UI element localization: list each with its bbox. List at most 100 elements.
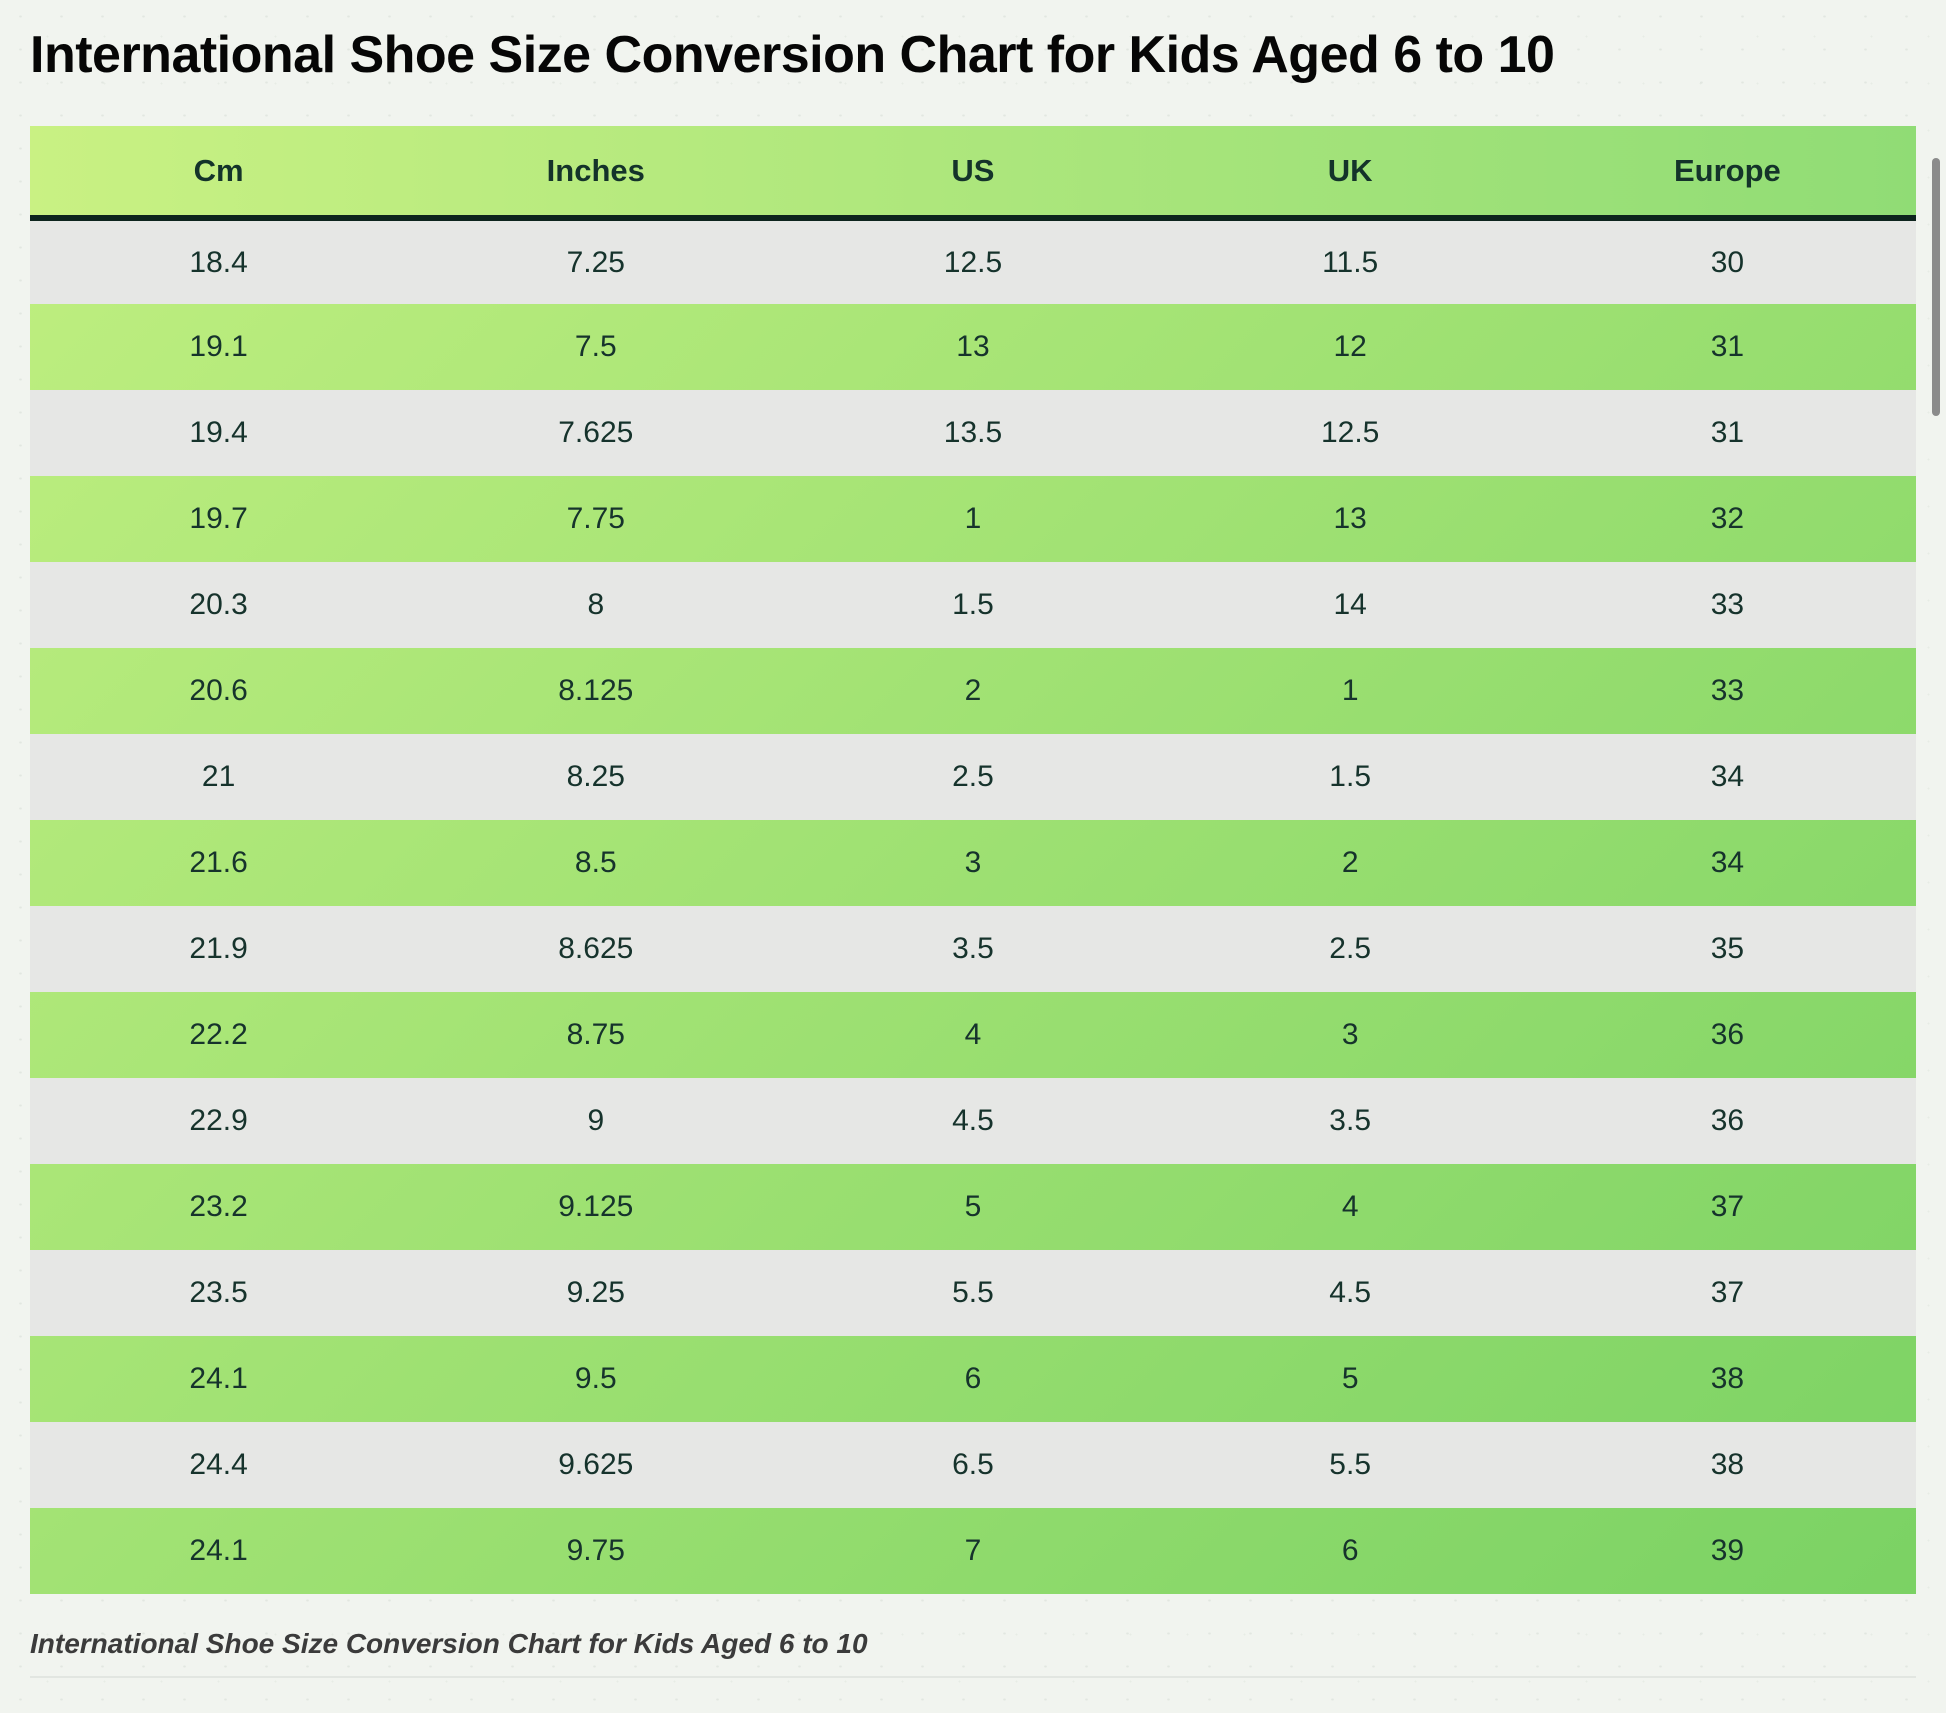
table-row: 24.1 9.5 6 5 38 <box>30 1336 1916 1422</box>
table-cell-us: 6.5 <box>952 1448 994 1482</box>
table-cell-uk: 1.5 <box>1329 760 1372 794</box>
conversion-table-container: Cm Inches US UK Europe 18.4 7.25 12.5 11.5 30 19.… <box>30 126 1916 1595</box>
table-cell-us: 2 <box>964 674 982 708</box>
table-cell-us: 3 <box>964 846 982 880</box>
table-cell-us: 3.5 <box>952 932 994 966</box>
table-row: 20.6 8.125 2 1 33 <box>30 648 1916 734</box>
table-row: 21.6 8.5 3 2 34 <box>30 820 1916 906</box>
table-cell-uk: 5 <box>1341 1362 1359 1396</box>
table-cell-uk: 2 <box>1341 846 1359 880</box>
table-cell-cm: 24.1 <box>189 1534 248 1568</box>
column-header-cm: Cm <box>193 152 244 188</box>
table-row: 19.7 7.75 1 13 32 <box>30 476 1916 562</box>
table-cell-us: 2.5 <box>952 760 994 794</box>
table-row: 24.4 9.625 6.5 5.5 38 <box>30 1422 1916 1509</box>
table-header: Cm Inches US UK Europe <box>30 126 1916 219</box>
table-cell-europe: 33 <box>1710 588 1745 622</box>
table-cell-uk: 13 <box>1333 502 1367 536</box>
column-header-inches: Inches <box>546 152 645 188</box>
table-caption: International Shoe Size Conversion Chart… <box>30 1628 868 1660</box>
divider <box>30 1676 1916 1679</box>
table-cell-us: 4 <box>964 1018 982 1052</box>
table-cell-cm: 23.2 <box>189 1190 248 1224</box>
table-cell-cm: 24.1 <box>189 1362 248 1396</box>
table-cell-us: 5 <box>964 1190 982 1224</box>
conversion-table: Cm Inches US UK Europe 18.4 7.25 12.5 11.5 30 19.… <box>30 126 1916 1595</box>
table-cell-uk: 1 <box>1341 674 1359 708</box>
table-cell-inches: 9.25 <box>566 1276 625 1310</box>
table-cell-uk: 6 <box>1341 1534 1359 1568</box>
table-row: 19.4 7.625 13.5 12.5 31 <box>30 390 1916 477</box>
table-cell-uk: 4.5 <box>1329 1276 1372 1310</box>
table-cell-europe: 37 <box>1710 1190 1745 1224</box>
page: International Shoe Size Conversion Chart… <box>30 26 1940 1679</box>
table-row: 20.3 8 1.5 14 33 <box>30 562 1916 649</box>
table-cell-cm: 22.2 <box>189 1018 248 1052</box>
table-cell-europe: 32 <box>1710 502 1745 536</box>
table-cell-inches: 9.625 <box>558 1448 634 1482</box>
column-header-uk: UK <box>1327 152 1373 188</box>
table-cell-cm: 23.5 <box>189 1276 248 1310</box>
table-cell-uk: 12 <box>1333 330 1367 364</box>
table-cell-uk: 3.5 <box>1329 1104 1372 1138</box>
table-cell-us: 13 <box>956 330 990 364</box>
table-cell-uk: 4 <box>1341 1190 1359 1224</box>
table-cell-inches: 8 <box>587 588 605 622</box>
column-header-us: US <box>951 152 995 188</box>
table-cell-us: 1.5 <box>952 588 994 622</box>
table-cell-europe: 30 <box>1710 245 1745 279</box>
table-header-row: Cm Inches US UK Europe <box>30 126 1916 219</box>
table-row: 22.2 8.75 4 3 36 <box>30 992 1916 1078</box>
table-cell-europe: 35 <box>1710 932 1745 966</box>
table-cell-inches: 9 <box>587 1104 605 1138</box>
table-cell-cm: 20.3 <box>189 588 248 622</box>
table-cell-inches: 8.75 <box>566 1018 625 1052</box>
table-cell-uk: 14 <box>1333 588 1367 622</box>
table-cell-inches: 8.25 <box>566 760 625 794</box>
table-cell-inches: 8.125 <box>558 674 634 708</box>
table-cell-cm: 18.4 <box>189 245 248 279</box>
table-cell-inches: 7.5 <box>574 330 617 364</box>
table-cell-europe: 34 <box>1710 846 1745 880</box>
table-cell-uk: 3 <box>1341 1018 1359 1052</box>
column-header-europe: Europe <box>1673 152 1781 188</box>
table-cell-cm: 21 <box>201 760 236 794</box>
table-row: 23.2 9.125 5 4 37 <box>30 1164 1916 1250</box>
table-row: 18.4 7.25 12.5 11.5 30 <box>30 218 1916 305</box>
table-cell-europe: 36 <box>1710 1018 1745 1052</box>
table-cell-inches: 9.5 <box>574 1362 617 1396</box>
table-cell-europe: 38 <box>1710 1448 1745 1482</box>
table-cell-cm: 20.6 <box>189 674 248 708</box>
table-cell-uk: 5.5 <box>1329 1448 1372 1482</box>
table-body: 18.4 7.25 12.5 11.5 30 19.1 7.5 13 12 31 19.4 7.625… <box>30 218 1916 1594</box>
table-cell-inches: 7.625 <box>558 416 634 450</box>
table-cell-us: 1 <box>964 502 982 536</box>
table-cell-uk: 11.5 <box>1322 245 1379 279</box>
table-cell-inches: 7.75 <box>566 502 625 536</box>
table-row: 23.5 9.25 5.5 4.5 37 <box>30 1250 1916 1337</box>
table-cell-inches: 9.125 <box>558 1190 634 1224</box>
table-cell-europe: 38 <box>1710 1362 1745 1396</box>
scrollbar-thumb[interactable] <box>1932 158 1940 416</box>
table-cell-cm: 21.9 <box>189 932 248 966</box>
page-title: International Shoe Size Conversion Chart… <box>30 26 1555 84</box>
table-cell-us: 5.5 <box>952 1276 994 1310</box>
table-cell-us: 13.5 <box>943 416 1003 450</box>
table-row: 22.9 9 4.5 3.5 36 <box>30 1078 1916 1165</box>
table-cell-us: 4.5 <box>952 1104 994 1138</box>
table-cell-cm: 22.9 <box>189 1104 248 1138</box>
table-cell-europe: 34 <box>1710 760 1745 794</box>
table-cell-cm: 21.6 <box>189 846 248 880</box>
table-row: 21.9 8.625 3.5 2.5 35 <box>30 906 1916 993</box>
table-cell-europe: 31 <box>1710 416 1745 450</box>
table-cell-us: 7 <box>964 1534 982 1568</box>
table-cell-cm: 19.7 <box>189 502 248 536</box>
table-cell-inches: 8.625 <box>558 932 634 966</box>
table-row: 24.1 9.75 7 6 39 <box>30 1508 1916 1594</box>
table-cell-europe: 31 <box>1710 330 1745 364</box>
table-cell-inches: 7.25 <box>566 245 625 279</box>
table-cell-cm: 19.4 <box>189 416 248 450</box>
table-cell-cm: 24.4 <box>189 1448 248 1482</box>
table-cell-uk: 12.5 <box>1320 416 1380 450</box>
table-cell-us: 6 <box>964 1362 982 1396</box>
